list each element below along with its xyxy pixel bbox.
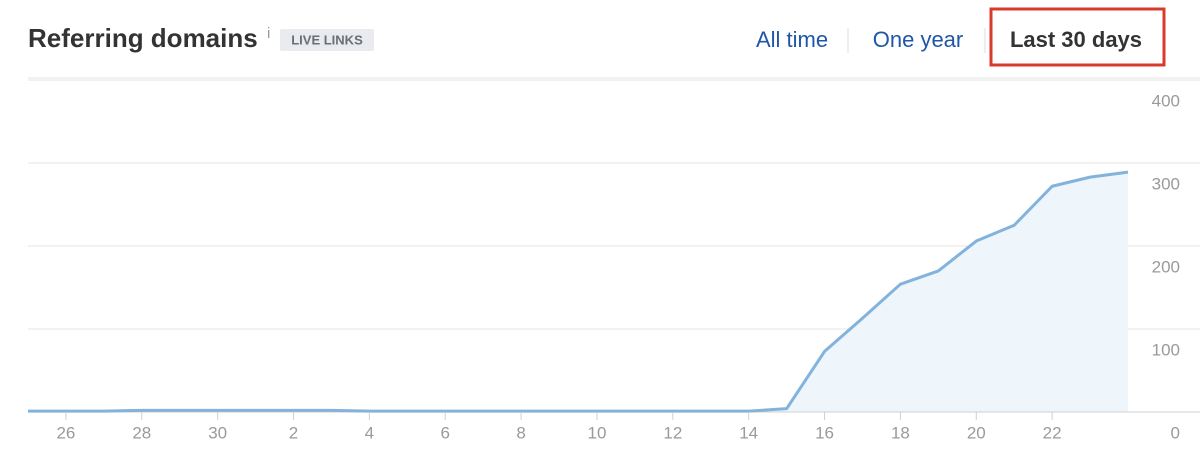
x-tick-label: 30 [208,423,227,442]
y-tick-label: 200 [1152,257,1180,276]
y-tick-label: 400 [1152,91,1180,110]
y-tick-label: 100 [1152,340,1180,359]
x-tick-label: 2 [289,423,298,442]
info-icon[interactable]: i [267,25,270,42]
title: Referring domains [28,23,258,53]
highlight-box [989,7,1166,67]
x-tick-label: 6 [441,423,450,442]
range-option[interactable]: All time [756,27,828,52]
y-tick-label: 300 [1152,174,1180,193]
x-tick-label: 16 [815,423,834,442]
x-tick-label: 12 [663,423,682,442]
x-tick-label: 20 [967,423,986,442]
x-tick-label: 10 [588,423,607,442]
badge: LIVE LINKS [291,32,363,47]
x-tick-label: 8 [516,423,525,442]
range-option[interactable]: Last 30 days [1010,27,1142,52]
area [28,172,1128,412]
x-tick-label: 14 [739,423,758,442]
y-tick-label: 0 [1171,423,1180,442]
x-tick-label: 28 [132,423,151,442]
range-option[interactable]: One year [873,27,964,52]
x-tick-label: 22 [1043,423,1062,442]
line [28,170,1129,413]
badge-bg [280,29,374,51]
x-tick-label: 26 [56,423,75,442]
x-tick-label: 4 [365,423,374,442]
x-tick-label: 18 [891,423,910,442]
